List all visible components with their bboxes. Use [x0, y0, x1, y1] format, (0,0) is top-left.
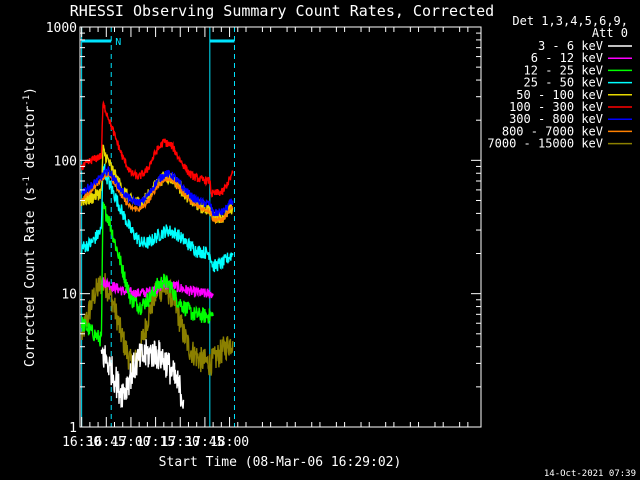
x-tick-label: 18:00 [210, 435, 249, 450]
y-axis-label-sup: -1 [22, 176, 32, 187]
x-tick-label: 17:00 [111, 435, 150, 450]
y-axis-label-part: ) [23, 87, 38, 95]
x-tick-label: 16:30 [62, 435, 101, 450]
series-line [80, 201, 214, 347]
series-line [81, 165, 234, 217]
x-tick-label: 17:30 [161, 435, 200, 450]
legend-entry-label: 25 - 50 keV [524, 76, 603, 90]
night-flags: N [81, 27, 235, 427]
legend-entry-label: 50 - 100 keV [516, 88, 603, 102]
series-line [80, 163, 234, 273]
footer-timestamp: 14-Oct-2021 07:39 [544, 469, 636, 479]
x-tick-label: 17:45 [185, 435, 224, 450]
legend-header-line: Det 1,3,4,5,6,9, [512, 14, 628, 28]
legend-header-line: Att 0 [592, 26, 628, 40]
y-axis-label-part: Corrected Count Rate (s [23, 187, 38, 367]
y-axis-label-part: detector [23, 106, 38, 177]
series-line [80, 273, 234, 376]
plot-frame [79, 26, 482, 428]
legend-entry-label: 12 - 25 keV [524, 63, 603, 77]
y-axis-label-sup: -1 [22, 95, 32, 106]
legend-entry-label: 3 - 6 keV [538, 39, 603, 53]
x-axis-label: Start Time (08-Mar-06 16:29:02) [159, 455, 402, 470]
series-line [100, 277, 214, 301]
y-axis-label: Corrected Count Rate (s-1 detector-1) [22, 87, 38, 367]
x-tick-label: 17:15 [136, 435, 175, 450]
y-tick-label: 10 [61, 288, 77, 303]
y-tick-label: 1000 [46, 21, 77, 36]
legend-entry-label: 800 - 7000 keV [502, 124, 603, 138]
legend-entry-label: 7000 - 15000 keV [487, 137, 603, 151]
y-tick-label: 1 [69, 421, 77, 436]
y-axis: 1 10 100 1000 [46, 21, 481, 436]
x-tick-label: 16:45 [87, 435, 126, 450]
y-tick-label: 100 [54, 154, 77, 169]
legend-entry-label: 300 - 800 keV [509, 112, 603, 126]
legend-entry-label: 100 - 300 keV [509, 100, 603, 114]
night-flag-label: N [115, 37, 121, 48]
series-layer [80, 100, 234, 409]
chart-title: RHESSI Observing Summary Count Rates, Co… [70, 2, 494, 20]
series-line [80, 100, 234, 198]
series-line [100, 339, 185, 409]
legend-entry-label: 6 - 12 keV [531, 51, 603, 65]
